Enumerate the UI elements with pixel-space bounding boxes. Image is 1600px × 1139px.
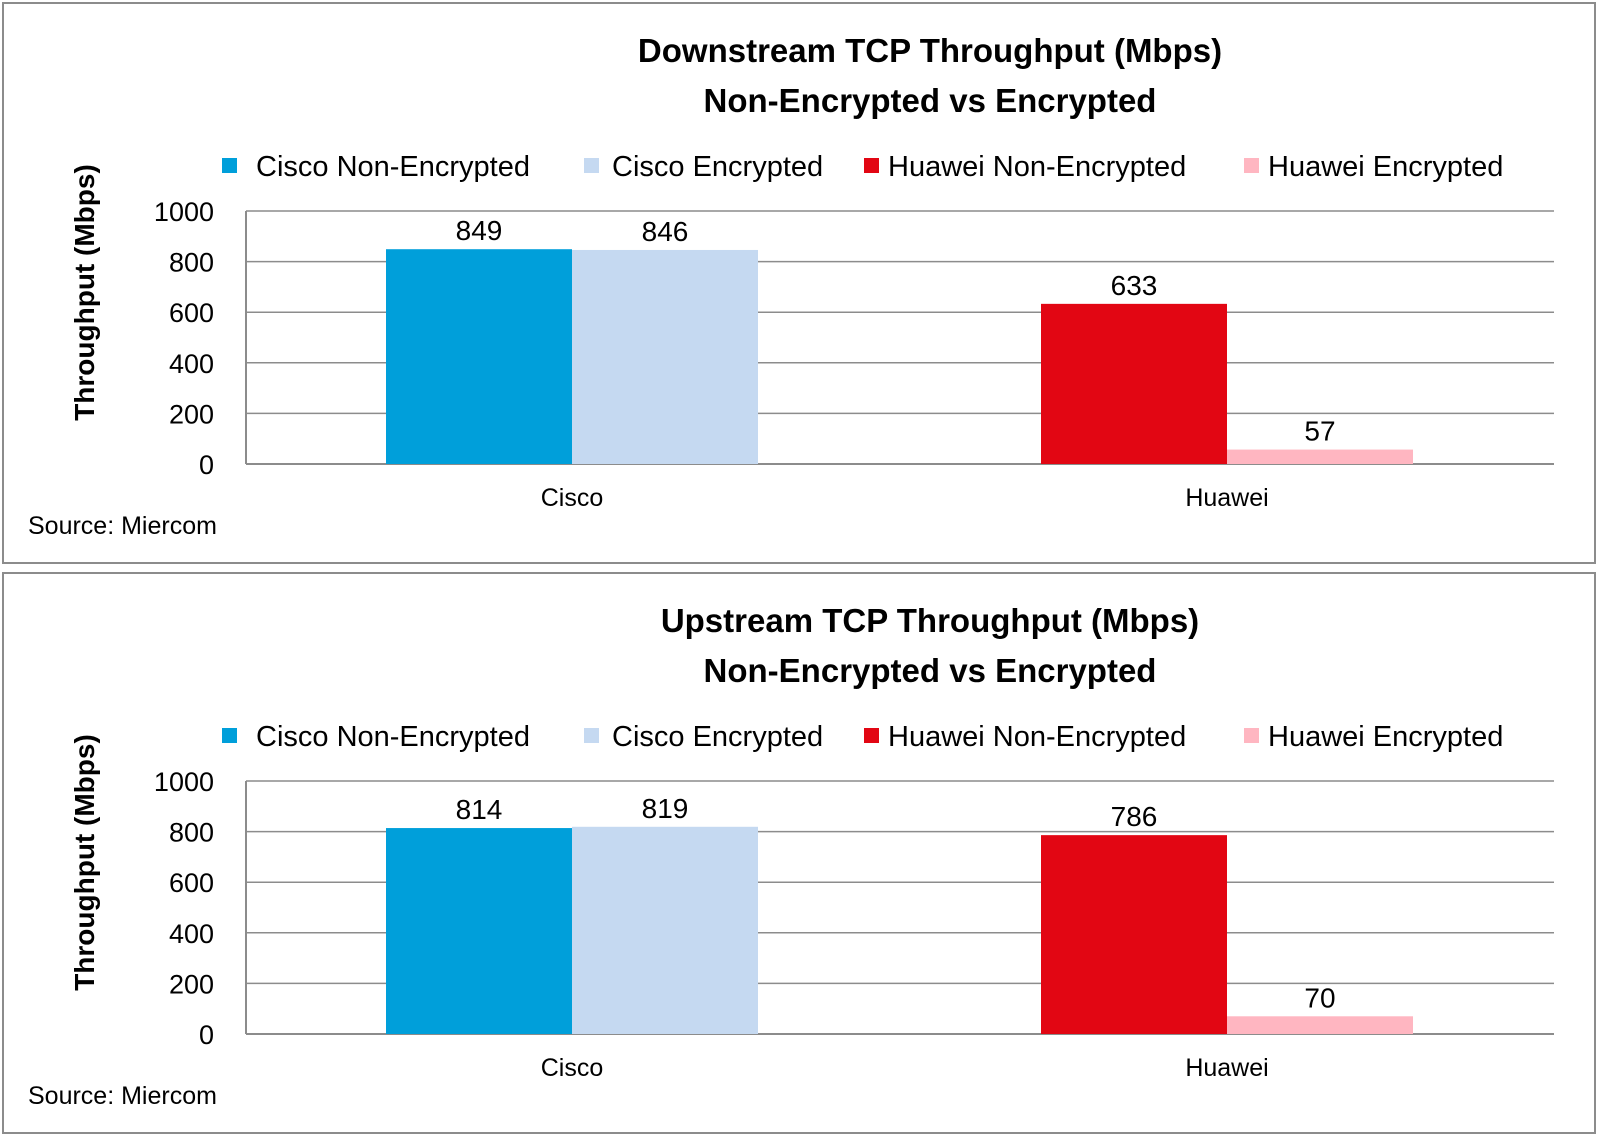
x-tick-label: Cisco [541, 1054, 604, 1082]
y-tick-label: 1000 [154, 197, 214, 227]
legend-swatch-1 [584, 728, 599, 743]
legend-swatch-2 [864, 158, 879, 173]
legend-swatch-3 [1244, 728, 1259, 743]
bar-cisco-1 [572, 249, 758, 464]
bar-huawei-2 [1041, 303, 1227, 464]
data-label: 70 [1304, 982, 1335, 1013]
upstream-chart-panel: Upstream TCP Throughput (Mbps) Non-Encryp… [2, 572, 1596, 1134]
x-tick-label: Huawei [1185, 1054, 1268, 1082]
data-label: 786 [1111, 801, 1158, 832]
y-tick-label: 200 [169, 969, 214, 999]
y-tick-label: 200 [169, 399, 214, 429]
y-tick-label: 1000 [154, 767, 214, 797]
bar-huawei-3 [1227, 449, 1413, 464]
legend-swatch-2 [864, 728, 879, 743]
source-note: Source: Miercom [28, 1082, 217, 1110]
y-tick-label: 800 [169, 818, 214, 848]
data-label: 57 [1304, 416, 1335, 447]
y-tick-label: 0 [199, 450, 214, 480]
downstream-chart-panel: Downstream TCP Throughput (Mbps) Non-Encr… [2, 2, 1596, 564]
y-tick-label: 600 [169, 298, 214, 328]
source-note: Source: Miercom [28, 512, 217, 540]
data-label: 633 [1111, 270, 1158, 301]
y-axis-label: Throughput (Mbps) [69, 164, 100, 421]
bar-cisco-0 [386, 249, 572, 464]
legend-label-1: Cisco Encrypted [612, 721, 823, 753]
legend-swatch-3 [1244, 158, 1259, 173]
data-label: 846 [642, 216, 689, 247]
legend-label-2: Huawei Non-Encrypted [888, 721, 1186, 753]
chart-subtitle: Non-Encrypted vs Encrypted [704, 82, 1157, 119]
data-label: 814 [456, 794, 503, 825]
y-tick-label: 600 [169, 868, 214, 898]
y-tick-label: 0 [199, 1020, 214, 1050]
bar-cisco-0 [386, 828, 572, 1034]
y-tick-label: 400 [169, 919, 214, 949]
bar-huawei-2 [1041, 835, 1227, 1034]
legend-label-3: Huawei Encrypted [1268, 721, 1503, 753]
bar-cisco-1 [572, 826, 758, 1034]
chart-subtitle: Non-Encrypted vs Encrypted [704, 652, 1157, 689]
legend-swatch-1 [584, 158, 599, 173]
x-tick-label: Cisco [541, 484, 604, 512]
bar-huawei-3 [1227, 1016, 1413, 1034]
chart-title: Downstream TCP Throughput (Mbps) [638, 32, 1222, 69]
downstream-chart: Downstream TCP Throughput (Mbps) Non-Encr… [28, 32, 1554, 540]
legend-swatch-0 [222, 728, 237, 743]
upstream-chart: Upstream TCP Throughput (Mbps) Non-Encryp… [28, 602, 1554, 1110]
y-axis-label: Throughput (Mbps) [69, 734, 100, 991]
y-tick-label: 400 [169, 349, 214, 379]
chart-title: Upstream TCP Throughput (Mbps) [661, 602, 1199, 639]
legend-label-0: Cisco Non-Encrypted [256, 721, 530, 753]
y-tick-label: 800 [169, 248, 214, 278]
data-label: 849 [456, 215, 503, 246]
x-tick-label: Huawei [1185, 484, 1268, 512]
legend-swatch-0 [222, 158, 237, 173]
legend-label-2: Huawei Non-Encrypted [888, 151, 1186, 183]
legend-label-3: Huawei Encrypted [1268, 151, 1503, 183]
data-label: 819 [642, 793, 689, 824]
legend-label-1: Cisco Encrypted [612, 151, 823, 183]
legend-label-0: Cisco Non-Encrypted [256, 151, 530, 183]
